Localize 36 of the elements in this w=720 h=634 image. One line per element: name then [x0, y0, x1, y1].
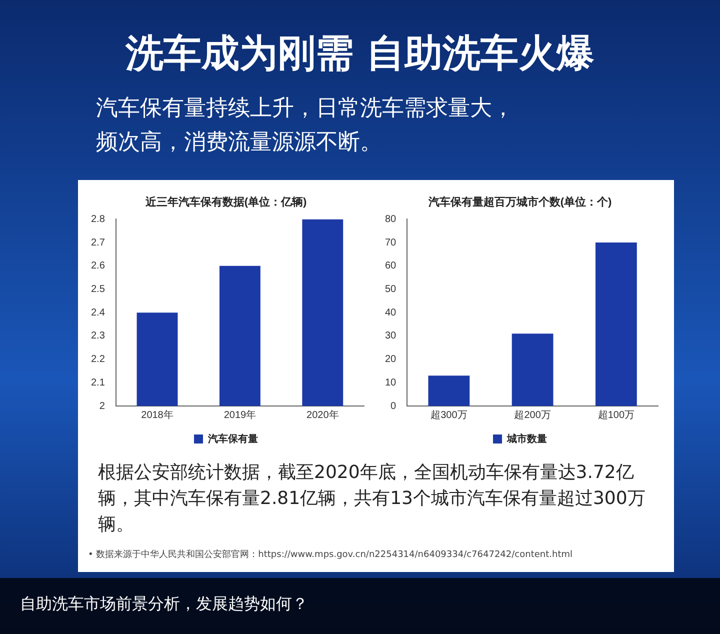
legend-label: 汽车保有量 — [207, 432, 258, 445]
y-tick-label: 60 — [385, 260, 397, 272]
y-tick-label: 2.3 — [90, 330, 106, 342]
text: 自助洗车市场前景分析，发展趋势如何？ — [0, 578, 720, 634]
x-tick-label: 超200万 — [514, 408, 551, 421]
chart-title: 近三年汽车保有数据(单位：亿辆) — [144, 196, 307, 209]
y-tick-label: 10 — [385, 377, 397, 388]
x-tick-label: 超300万 — [430, 408, 468, 421]
y-tick-label: 30 — [385, 330, 397, 342]
y-tick-label: 70 — [385, 237, 397, 248]
y-tick-label: 40 — [385, 307, 397, 318]
y-tick-label: 2.1 — [90, 377, 106, 388]
y-tick-label: 80 — [385, 214, 397, 225]
x-tick-label: 2020年 — [306, 408, 339, 421]
y-tick-label: 2.2 — [90, 354, 106, 366]
x-tick-label: 2019年 — [224, 408, 256, 421]
bar — [428, 376, 470, 406]
x-tick-label: 2018年 — [141, 408, 174, 421]
y-tick-label: 2.8 — [90, 214, 106, 225]
text: 根据公安部统计数据，截至2020年底，全国机动车保有量达3.72亿辆，其中汽车保有量2.81亿辆，共有13个城市汽车保有量超过300万辆。 — [98, 461, 646, 537]
y-tick-label: 2.4 — [90, 307, 106, 318]
text: 洗车成为刚需 自助洗车火爆 — [124, 30, 596, 77]
y-tick-label: 2.6 — [90, 260, 106, 272]
y-tick-label: 2.7 — [90, 237, 106, 248]
bar — [595, 242, 637, 406]
text: 汽车保有量持续上升，日常洗车需求量大，频次高，消费流量源源不断。 — [96, 95, 515, 157]
y-tick-label: 50 — [385, 284, 397, 295]
text: • 数据来源于中华人民共和国公安部官网：https://www.mps.gov.cn/n2254314/n6409334/c7647242/content.html — [88, 548, 572, 561]
y-tick-label: 20 — [385, 354, 397, 366]
y-tick-label: 2.5 — [90, 284, 106, 295]
y-tick-label: 0 — [390, 400, 397, 412]
x-tick-label: 超100万 — [598, 408, 635, 421]
legend-label: 城市数量 — [506, 432, 547, 445]
bar — [512, 334, 554, 406]
y-tick-label: 2 — [99, 400, 106, 412]
chart-title: 汽车保有量超百万城市个数(单位：个) — [427, 196, 612, 209]
